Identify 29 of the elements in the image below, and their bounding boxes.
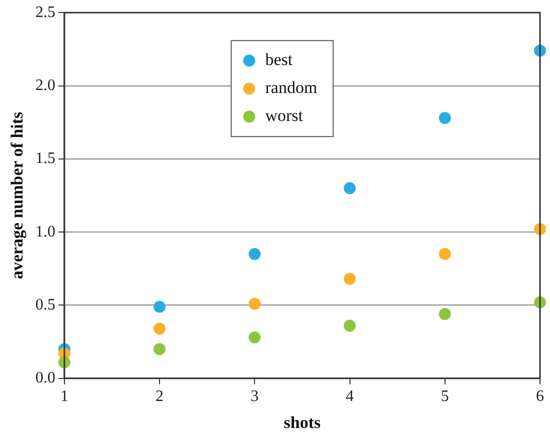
- x-tick-label: 4: [346, 388, 354, 406]
- point: [344, 182, 356, 194]
- point: [154, 343, 166, 356]
- point: [248, 298, 261, 310]
- y-axis-title: average number of hits: [8, 111, 27, 280]
- x-tick-label: 1: [60, 388, 68, 406]
- legend-label: best: [265, 50, 293, 70]
- point: [154, 322, 166, 335]
- point: [438, 308, 451, 320]
- y-tick-label: 2.0: [35, 76, 56, 94]
- point: [248, 248, 261, 260]
- point: [438, 248, 451, 260]
- x-tick-label: 6: [536, 388, 544, 406]
- point: [344, 272, 356, 285]
- legend-label: random: [265, 78, 318, 98]
- x-tick-label: 3: [250, 388, 259, 406]
- y-tick-label: 2.5: [35, 4, 56, 21]
- y-tick-label: 1.5: [35, 150, 56, 168]
- y-tick-label: 1.0: [35, 223, 56, 240]
- x-axis-title: shots: [284, 413, 321, 432]
- point: [344, 320, 356, 332]
- y-tick-label: 0.0: [35, 370, 56, 387]
- legend-label: worst: [265, 106, 304, 126]
- y-tick-label: 0.5: [35, 296, 56, 314]
- x-tick-label: 2: [156, 388, 164, 406]
- point: [154, 300, 166, 313]
- x-tick-label: 5: [440, 388, 449, 406]
- point: [248, 331, 261, 344]
- point: [438, 112, 451, 124]
